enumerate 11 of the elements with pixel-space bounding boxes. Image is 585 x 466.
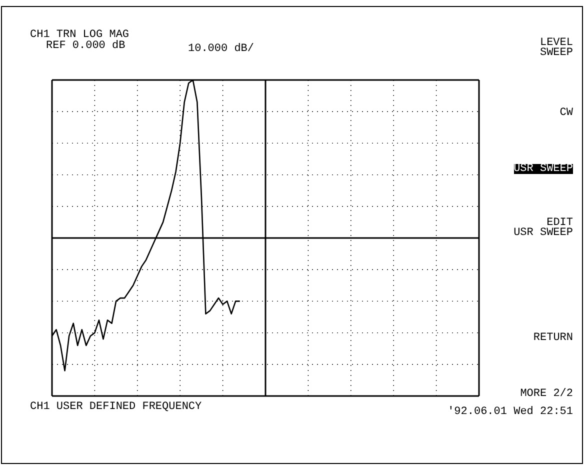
text: MORE 2/2 <box>520 388 573 400</box>
text: '92.06.01 Wed 22:51 <box>448 406 573 418</box>
text: 10.000 dB/ <box>188 43 254 55</box>
text: USR SWEEP <box>514 163 573 175</box>
chart-subtitle: REF 0.000 dB <box>46 40 126 52</box>
text: CW <box>560 107 573 119</box>
chart-title: CH1 TRN LOG MAG <box>30 29 130 41</box>
text: LEVEL SWEEP <box>540 37 573 59</box>
x-axis-title: CH1 USER DEFINED FREQUENCY <box>30 401 202 413</box>
text: EDIT USR SWEEP <box>514 217 573 239</box>
text: RETURN <box>533 332 573 344</box>
